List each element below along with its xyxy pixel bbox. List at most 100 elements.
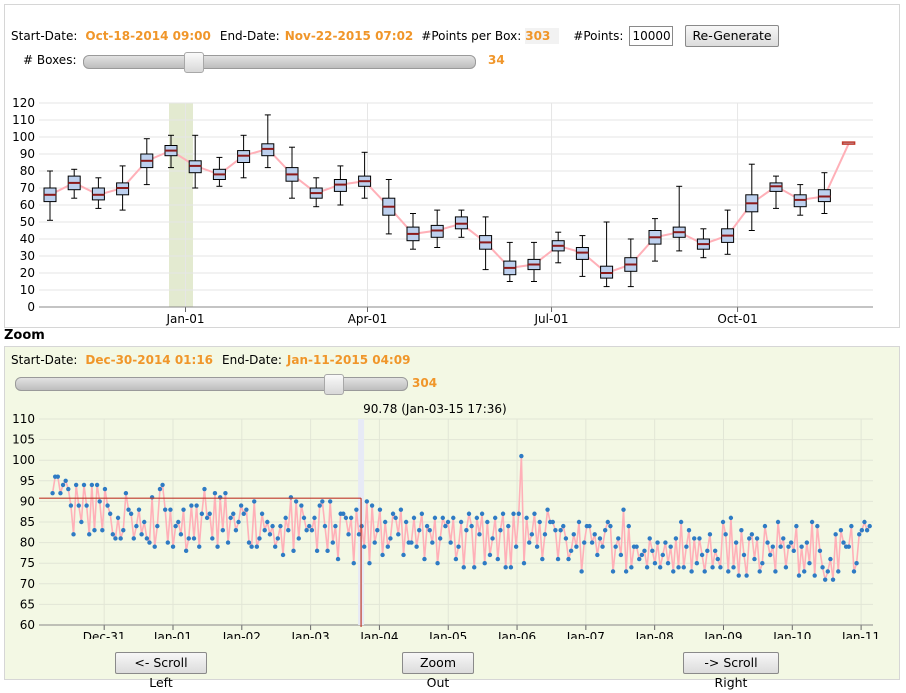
data-point <box>836 569 841 574</box>
points-input[interactable] <box>629 26 674 46</box>
data-point <box>280 552 286 558</box>
data-point <box>144 536 150 541</box>
box-11 <box>309 177 323 208</box>
box-15 <box>406 213 420 250</box>
box-5 <box>164 134 178 169</box>
data-point <box>665 561 671 566</box>
zoom-start-value: Dec-30-2014 01:16 <box>85 353 214 367</box>
data-point <box>754 536 760 541</box>
y-tick-label: 80 <box>20 536 35 550</box>
data-point <box>833 532 838 537</box>
box-2 <box>91 177 105 209</box>
data-point <box>241 511 246 516</box>
data-point <box>267 532 273 537</box>
data-point <box>333 523 338 529</box>
data-point <box>678 519 684 525</box>
data-point <box>79 519 84 525</box>
data-point <box>634 544 639 549</box>
data-point <box>788 540 794 545</box>
data-point <box>760 561 765 566</box>
x-tick-label: Apr-01 <box>348 312 388 326</box>
data-point <box>799 544 804 549</box>
data-point <box>527 540 532 545</box>
data-point <box>637 556 642 562</box>
data-point <box>197 544 202 549</box>
data-point <box>652 561 658 566</box>
median-trend-line <box>49 143 850 275</box>
data-point <box>828 556 833 562</box>
zoom-out-button[interactable]: Zoom Out <box>402 652 474 690</box>
box-23 <box>600 221 614 288</box>
data-point <box>275 536 281 541</box>
start-date-value: Oct-18-2014 09:00 <box>85 29 211 43</box>
zoom-slider-thumb[interactable] <box>323 374 344 395</box>
y-tick-label: 110 <box>12 412 35 426</box>
zoom-slider[interactable] <box>15 374 408 395</box>
data-point <box>506 523 511 529</box>
data-point <box>568 548 574 554</box>
data-point <box>796 573 802 578</box>
box-4 <box>140 138 154 186</box>
data-point <box>411 515 417 521</box>
data-point <box>330 540 336 545</box>
data-point <box>794 523 799 529</box>
data-point <box>469 523 474 529</box>
x-tick-label: Jan-06 <box>497 630 536 639</box>
scroll-right-button[interactable]: -> Scroll Right <box>683 652 779 690</box>
boxes-slider[interactable] <box>83 52 476 73</box>
hover-tooltip: 90.78 (Jan-03-15 17:36) <box>363 402 507 416</box>
data-point <box>414 544 419 549</box>
scroll-left-button[interactable]: <- Scroll Left <box>115 652 207 690</box>
data-point <box>385 544 391 549</box>
box-16 <box>430 209 444 248</box>
x-tick-label: Jan-09 <box>703 630 742 639</box>
data-point <box>595 552 600 558</box>
data-point <box>809 519 815 525</box>
data-point <box>786 544 791 549</box>
data-point <box>244 507 249 512</box>
data-point <box>820 565 825 570</box>
data-point <box>718 565 723 570</box>
points-label: #Points: <box>573 29 624 43</box>
start-date-label: Start-Date: <box>11 29 78 43</box>
data-point <box>136 507 142 512</box>
data-point <box>479 511 485 516</box>
box-24 <box>624 238 638 288</box>
zoom-start-label: Start-Date: <box>11 353 78 367</box>
y-tick-label: 70 <box>20 577 35 591</box>
data-point <box>822 577 828 582</box>
data-point <box>382 519 388 525</box>
data-point <box>89 482 95 488</box>
data-point <box>521 561 527 566</box>
data-point <box>623 569 629 574</box>
data-point <box>71 532 76 537</box>
regenerate-button[interactable]: Re-Generate <box>685 25 779 47</box>
data-point <box>278 523 283 529</box>
x-tick-label: Jan-11 <box>841 630 880 639</box>
data-point <box>186 536 191 541</box>
data-point <box>291 548 296 554</box>
data-point <box>618 552 624 558</box>
box-17 <box>454 209 468 238</box>
data-point <box>220 528 226 533</box>
data-point <box>375 528 380 533</box>
data-point <box>513 544 519 549</box>
overview-panel: Start-Date: Oct-18-2014 09:00 End-Date: … <box>4 4 900 328</box>
data-point <box>55 474 61 479</box>
data-point <box>710 565 715 570</box>
data-point <box>105 503 110 508</box>
boxes-value: 34 <box>488 53 505 67</box>
data-point <box>377 507 383 512</box>
data-point <box>715 556 721 562</box>
zoom-line-chart: 60 65 70 75 80 85 90 95 100 105 110 Dec-31 Jan-01 Jan… <box>12 402 880 639</box>
data-point <box>87 532 92 537</box>
data-point <box>307 523 312 529</box>
data-point <box>498 528 503 533</box>
data-point <box>68 503 74 508</box>
boxes-slider-thumb[interactable] <box>184 52 205 73</box>
data-point <box>511 511 516 516</box>
data-point <box>165 540 171 545</box>
data-point <box>846 544 851 549</box>
data-point <box>762 523 768 529</box>
data-point <box>351 561 356 566</box>
